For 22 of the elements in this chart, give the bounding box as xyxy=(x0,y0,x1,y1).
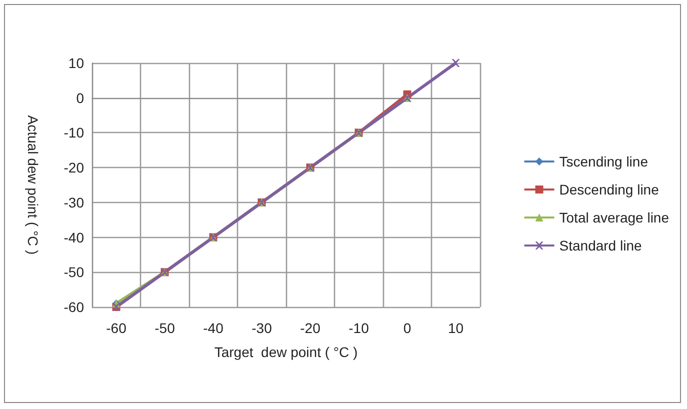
x-tick-label: 0 xyxy=(403,320,412,336)
x-tick-label: -40 xyxy=(203,320,224,336)
y-tick-label: -10 xyxy=(64,124,84,141)
y-tick-label: -30 xyxy=(64,194,84,210)
y-tick-label: 0 xyxy=(76,90,84,106)
x-tick-label: -60 xyxy=(106,320,127,336)
x-tick-label: -50 xyxy=(154,320,176,336)
y-tick-label: 10 xyxy=(68,55,84,71)
y-tick-label: -20 xyxy=(64,160,84,176)
y-tick-label: -40 xyxy=(64,229,84,246)
x-tick-label: 10 xyxy=(448,320,464,336)
y-tick-label: -60 xyxy=(64,299,84,315)
x-tick-label: -30 xyxy=(252,320,272,336)
x-tick-label: -10 xyxy=(348,320,370,336)
y-tick-label: -50 xyxy=(64,264,84,280)
legend-label: Tscending line xyxy=(559,154,648,170)
x-tick-label: -20 xyxy=(300,320,321,336)
legend-label: Descending line xyxy=(559,182,660,198)
x-axis-title: Target dew point ( °C ) xyxy=(214,344,358,360)
y-axis-title: Actual dew point ( °C ) xyxy=(25,115,41,255)
legend-label: Total average line xyxy=(559,210,670,226)
legend-label: Standard line xyxy=(559,238,642,254)
